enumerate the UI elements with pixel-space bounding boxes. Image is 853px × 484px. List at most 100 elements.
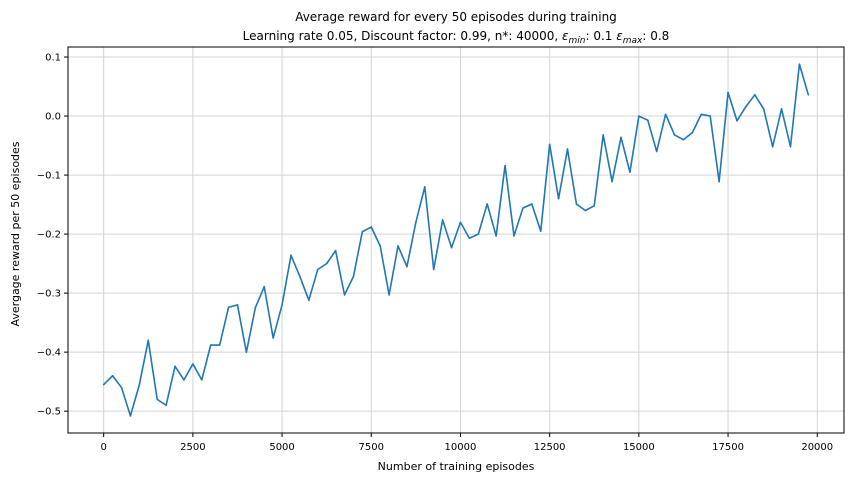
data-point <box>325 262 328 265</box>
data-point <box>352 275 355 278</box>
series-line <box>103 63 810 417</box>
data-point <box>700 113 703 116</box>
data-point <box>655 150 658 153</box>
x-tick-label: 15000 <box>623 442 655 453</box>
data-point <box>531 203 533 205</box>
y-axis-label: Avergage reward per 50 episodes <box>9 141 22 326</box>
data-point <box>682 138 685 141</box>
data-point <box>691 131 694 134</box>
data-point <box>593 204 596 207</box>
data-point <box>673 134 676 136</box>
epsilon-max-subscript: max <box>623 36 643 46</box>
data-point <box>745 105 747 108</box>
data-point <box>316 268 319 271</box>
data-point <box>513 235 515 237</box>
data-point <box>736 119 738 122</box>
data-point <box>789 145 792 148</box>
epsilon-min-subscript: min <box>569 36 586 46</box>
data-point <box>771 145 774 148</box>
plot-frame <box>67 46 845 434</box>
x-tick-label: 20000 <box>801 442 833 453</box>
data-point <box>254 307 257 309</box>
data-point <box>441 219 444 221</box>
data-point <box>432 268 435 271</box>
data-point <box>754 94 756 96</box>
data-point <box>762 108 765 110</box>
data-point <box>290 254 292 257</box>
data-point <box>227 306 230 309</box>
data-point <box>299 275 301 278</box>
data-point <box>566 148 569 150</box>
data-point <box>575 203 578 205</box>
y-tick-label: −0.1 <box>37 171 61 182</box>
epsilon-min-symbol: ε <box>562 29 569 43</box>
chart-title: Average reward for every 50 episodes dur… <box>295 10 617 24</box>
data-point <box>129 415 132 417</box>
data-point <box>664 113 667 116</box>
data-point <box>539 230 542 232</box>
data-point <box>174 365 176 368</box>
data-point <box>245 351 248 353</box>
epsilon-max-symbol: ε <box>616 29 623 43</box>
data-point <box>798 63 801 65</box>
data-point <box>423 186 426 188</box>
x-tick-label: 0 <box>100 442 106 453</box>
data-point <box>415 221 417 224</box>
y-tick-label: 0.0 <box>45 112 61 123</box>
data-point <box>406 265 408 268</box>
data-point <box>200 379 203 381</box>
data-point <box>138 383 141 386</box>
x-tick-label: 2500 <box>180 442 205 453</box>
data-point <box>343 294 346 296</box>
x-tick-label: 17500 <box>712 442 744 453</box>
data-point <box>557 197 560 200</box>
x-axis-label: Number of training episodes <box>378 460 535 473</box>
data-point <box>209 344 212 346</box>
data-point <box>468 237 471 240</box>
data-point <box>102 383 105 386</box>
data-point <box>218 344 221 346</box>
y-tick-label: −0.2 <box>37 230 61 241</box>
data-point <box>120 386 123 389</box>
data-point <box>263 285 266 288</box>
data-point <box>361 230 364 233</box>
data-point <box>620 136 622 139</box>
data-point <box>638 115 640 117</box>
x-tick-label: 7500 <box>359 442 384 453</box>
data-point <box>183 379 185 381</box>
data-point <box>334 249 337 252</box>
x-tick-label: 5000 <box>269 442 294 453</box>
data-point <box>709 115 712 117</box>
data-point <box>486 203 489 205</box>
data-point <box>727 91 729 94</box>
data-point <box>308 299 310 302</box>
data-point <box>147 339 150 342</box>
data-point <box>370 226 373 228</box>
data-point <box>504 164 506 167</box>
data-point <box>548 143 551 146</box>
data-point <box>281 304 283 306</box>
data-point <box>379 245 381 247</box>
data-point <box>522 207 524 209</box>
data-point <box>646 119 649 121</box>
chart-subtitle: Learning rate 0.05, Discount factor: 0.9… <box>243 29 670 46</box>
data-point <box>236 304 239 306</box>
x-tick-label: 12500 <box>534 442 566 453</box>
data-point <box>111 374 114 377</box>
data-point <box>611 180 613 183</box>
ticks: 0 2500 5000 7500 10000 12500 15000 17500 20000 −0… <box>37 53 833 453</box>
data-point <box>388 294 390 296</box>
series-layer <box>102 63 810 417</box>
epsilon-min-value: : 0.1 <box>586 29 617 43</box>
y-tick-label: 0.1 <box>45 53 61 64</box>
data-point <box>165 404 167 407</box>
data-point <box>584 209 587 212</box>
x-tick-label: 10000 <box>445 442 477 453</box>
data-point <box>629 171 631 173</box>
y-tick-label: −0.5 <box>37 407 61 418</box>
y-tick-label: −0.4 <box>37 348 61 359</box>
data-point <box>450 246 453 249</box>
epsilon-max-value: : 0.8 <box>642 29 669 43</box>
